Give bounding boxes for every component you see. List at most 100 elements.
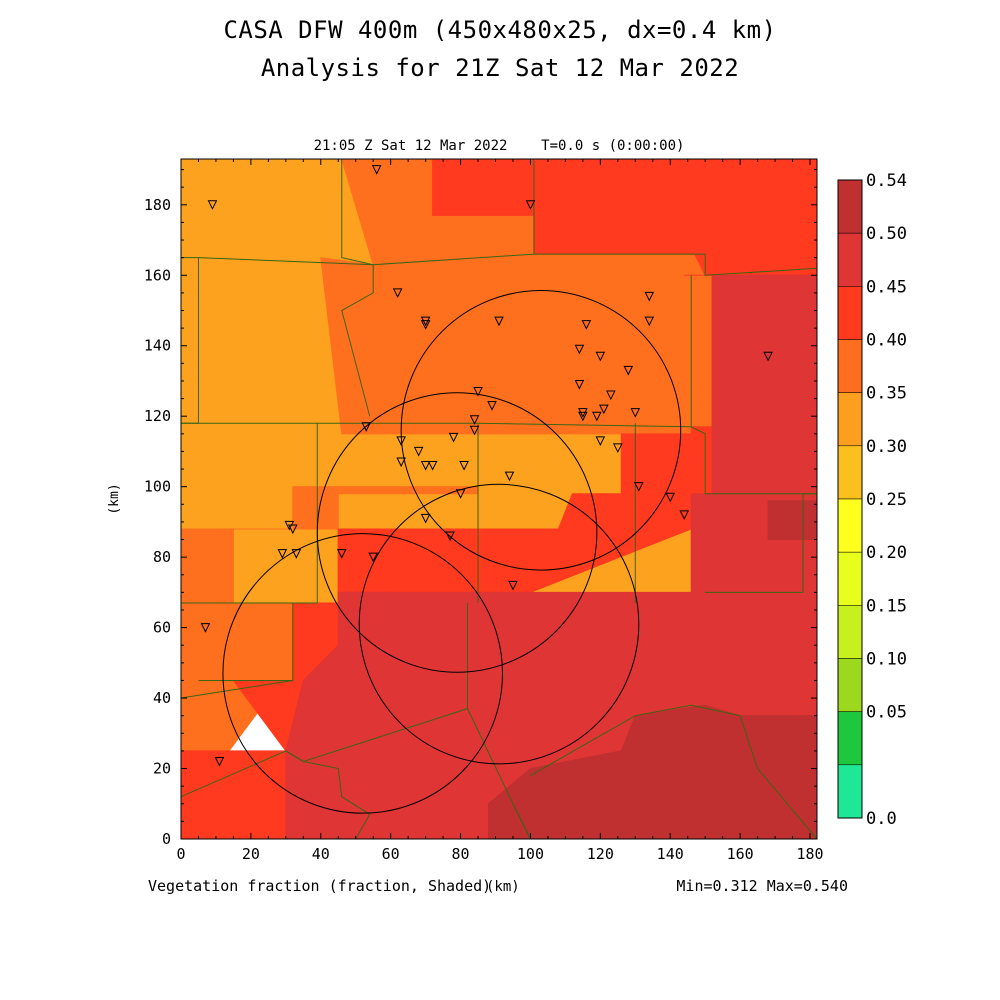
station-marker-49 bbox=[214, 756, 225, 767]
colorbar-label: 0.25 bbox=[866, 490, 907, 510]
colorbar-label: 0.45 bbox=[866, 277, 907, 297]
station-marker-18 bbox=[578, 411, 588, 422]
colorbar-swatch-10 bbox=[837, 711, 863, 766]
colorbar-swatch-3 bbox=[837, 339, 863, 393]
station-marker-10 bbox=[574, 344, 585, 355]
station-marker-46 bbox=[445, 531, 455, 542]
shaded-regions bbox=[181, 159, 817, 839]
station-marker-8 bbox=[644, 291, 655, 302]
colorbar-label: 0.50 bbox=[866, 224, 907, 244]
station-marker-48 bbox=[200, 623, 211, 633]
county-boundary-2 bbox=[341, 159, 535, 266]
county-boundary-3 bbox=[533, 253, 817, 276]
county-boundary-1 bbox=[198, 257, 374, 417]
county-boundaries bbox=[181, 159, 817, 839]
colorbar-swatch-7 bbox=[837, 551, 863, 606]
station-marker-19 bbox=[599, 404, 609, 415]
region-8 bbox=[337, 591, 392, 618]
station-marker-32 bbox=[427, 461, 438, 471]
x-tick-label: 120 bbox=[587, 845, 614, 863]
station-marker-15 bbox=[473, 387, 483, 397]
station-marker-38 bbox=[679, 510, 690, 520]
station-marker-2 bbox=[525, 200, 536, 210]
station-marker-30 bbox=[396, 457, 406, 468]
station-marker-29 bbox=[613, 443, 623, 454]
colorbar-label: 0.54 bbox=[866, 171, 907, 191]
station-marker-31 bbox=[420, 461, 431, 471]
station-marker-13 bbox=[623, 365, 634, 376]
county-boundary-16 bbox=[512, 803, 531, 839]
colorbar-label: 0.0 bbox=[866, 809, 897, 829]
field-label: Vegetation fraction (fraction, Shaded) bbox=[148, 877, 491, 895]
county-boundary-9 bbox=[705, 493, 817, 593]
station-marker-26 bbox=[448, 432, 459, 443]
colorbar: 0.54 0.50 0.45 0.40 0.35 0.30 0.25 0.20 0.15 0.10… bbox=[837, 171, 907, 829]
plot-frame bbox=[180, 158, 818, 840]
station-marker-25 bbox=[396, 436, 406, 446]
x-tick-label: 140 bbox=[657, 845, 684, 863]
chart-subtitle-analysis: Analysis for 21Z Sat 12 Mar 2022 bbox=[260, 54, 740, 82]
colorbar-label: 0.30 bbox=[866, 437, 907, 457]
colorbar-swatch-5 bbox=[837, 445, 863, 500]
station-marker-34 bbox=[504, 471, 515, 482]
station-marker-20 bbox=[592, 411, 602, 422]
plot-subtitle: 21:05 Z Sat 12 Mar 2022 T=0.0 s (0:00:00… bbox=[314, 138, 685, 154]
radar-ring-2 bbox=[400, 290, 682, 571]
radar-range-rings bbox=[222, 290, 682, 814]
station-marker-9 bbox=[644, 316, 655, 327]
colorbar-label: 0.20 bbox=[866, 543, 907, 563]
county-boundary-10 bbox=[181, 602, 294, 681]
y-tick-label: 60 bbox=[153, 619, 171, 637]
station-marker-28 bbox=[595, 436, 606, 446]
x-tick-label: 100 bbox=[517, 845, 544, 863]
station-marker-43 bbox=[291, 549, 302, 559]
station-marker-21 bbox=[630, 408, 641, 418]
station-marker-33 bbox=[459, 461, 469, 471]
station-marker-11 bbox=[595, 351, 606, 362]
station-marker-45 bbox=[368, 552, 379, 563]
station-marker-50 bbox=[763, 351, 773, 362]
colorbar-swatch-1 bbox=[837, 232, 863, 287]
station-marker-7 bbox=[581, 320, 592, 330]
station-marker-41 bbox=[288, 524, 298, 535]
x-tick-label: 160 bbox=[727, 845, 754, 863]
radar-ring-3 bbox=[358, 483, 640, 765]
colorbar-swatch-4 bbox=[837, 392, 863, 447]
y-tick-label: 160 bbox=[144, 266, 171, 284]
station-marker-3 bbox=[392, 288, 403, 299]
colorbar-swatch-9 bbox=[837, 658, 863, 712]
y-tick-label: 180 bbox=[144, 196, 171, 214]
station-marker-0 bbox=[207, 200, 218, 210]
station-marker-1 bbox=[371, 165, 382, 175]
x-tick-label: 80 bbox=[452, 845, 470, 863]
colorbar-swatch-6 bbox=[837, 498, 863, 553]
x-axis: 0 20 40 60 80 100 120 140 160 180 bbox=[176, 159, 824, 863]
y-tick-label: 20 bbox=[153, 760, 171, 778]
station-marker-22 bbox=[361, 422, 372, 432]
min-max-readout: Min=0.312 Max=0.540 bbox=[676, 877, 848, 895]
station-marker-23 bbox=[469, 415, 480, 425]
x-axis-label: (km) bbox=[486, 879, 520, 895]
colorbar-label: 0.40 bbox=[866, 331, 907, 351]
chart-title: CASA DFW 400m (450x480x25, dx=0.4 km) bbox=[223, 16, 777, 44]
colorbar-swatch-8 bbox=[837, 605, 863, 659]
colorbar-swatch-11 bbox=[837, 764, 863, 819]
y-axis-label: (km) bbox=[107, 483, 122, 514]
colorbar-swatch-0 bbox=[837, 179, 863, 234]
x-tick-label: 0 bbox=[176, 845, 185, 863]
county-boundary-15 bbox=[530, 704, 817, 839]
y-tick-label: 100 bbox=[144, 478, 171, 496]
radar-ring-1 bbox=[316, 392, 598, 673]
station-marker-6 bbox=[494, 316, 504, 327]
station-marker-27 bbox=[413, 446, 424, 457]
y-tick-label: 140 bbox=[144, 337, 171, 355]
station-marker-44 bbox=[336, 549, 347, 559]
region-7 bbox=[285, 274, 817, 839]
station-markers bbox=[200, 165, 773, 767]
station-marker-42 bbox=[277, 549, 288, 559]
station-marker-5 bbox=[420, 316, 431, 327]
y-axis: 0 20 40 60 80 100 120 140 160 180 bbox=[144, 169, 817, 848]
radar-ring-0 bbox=[222, 533, 503, 814]
station-marker-12 bbox=[574, 379, 585, 390]
